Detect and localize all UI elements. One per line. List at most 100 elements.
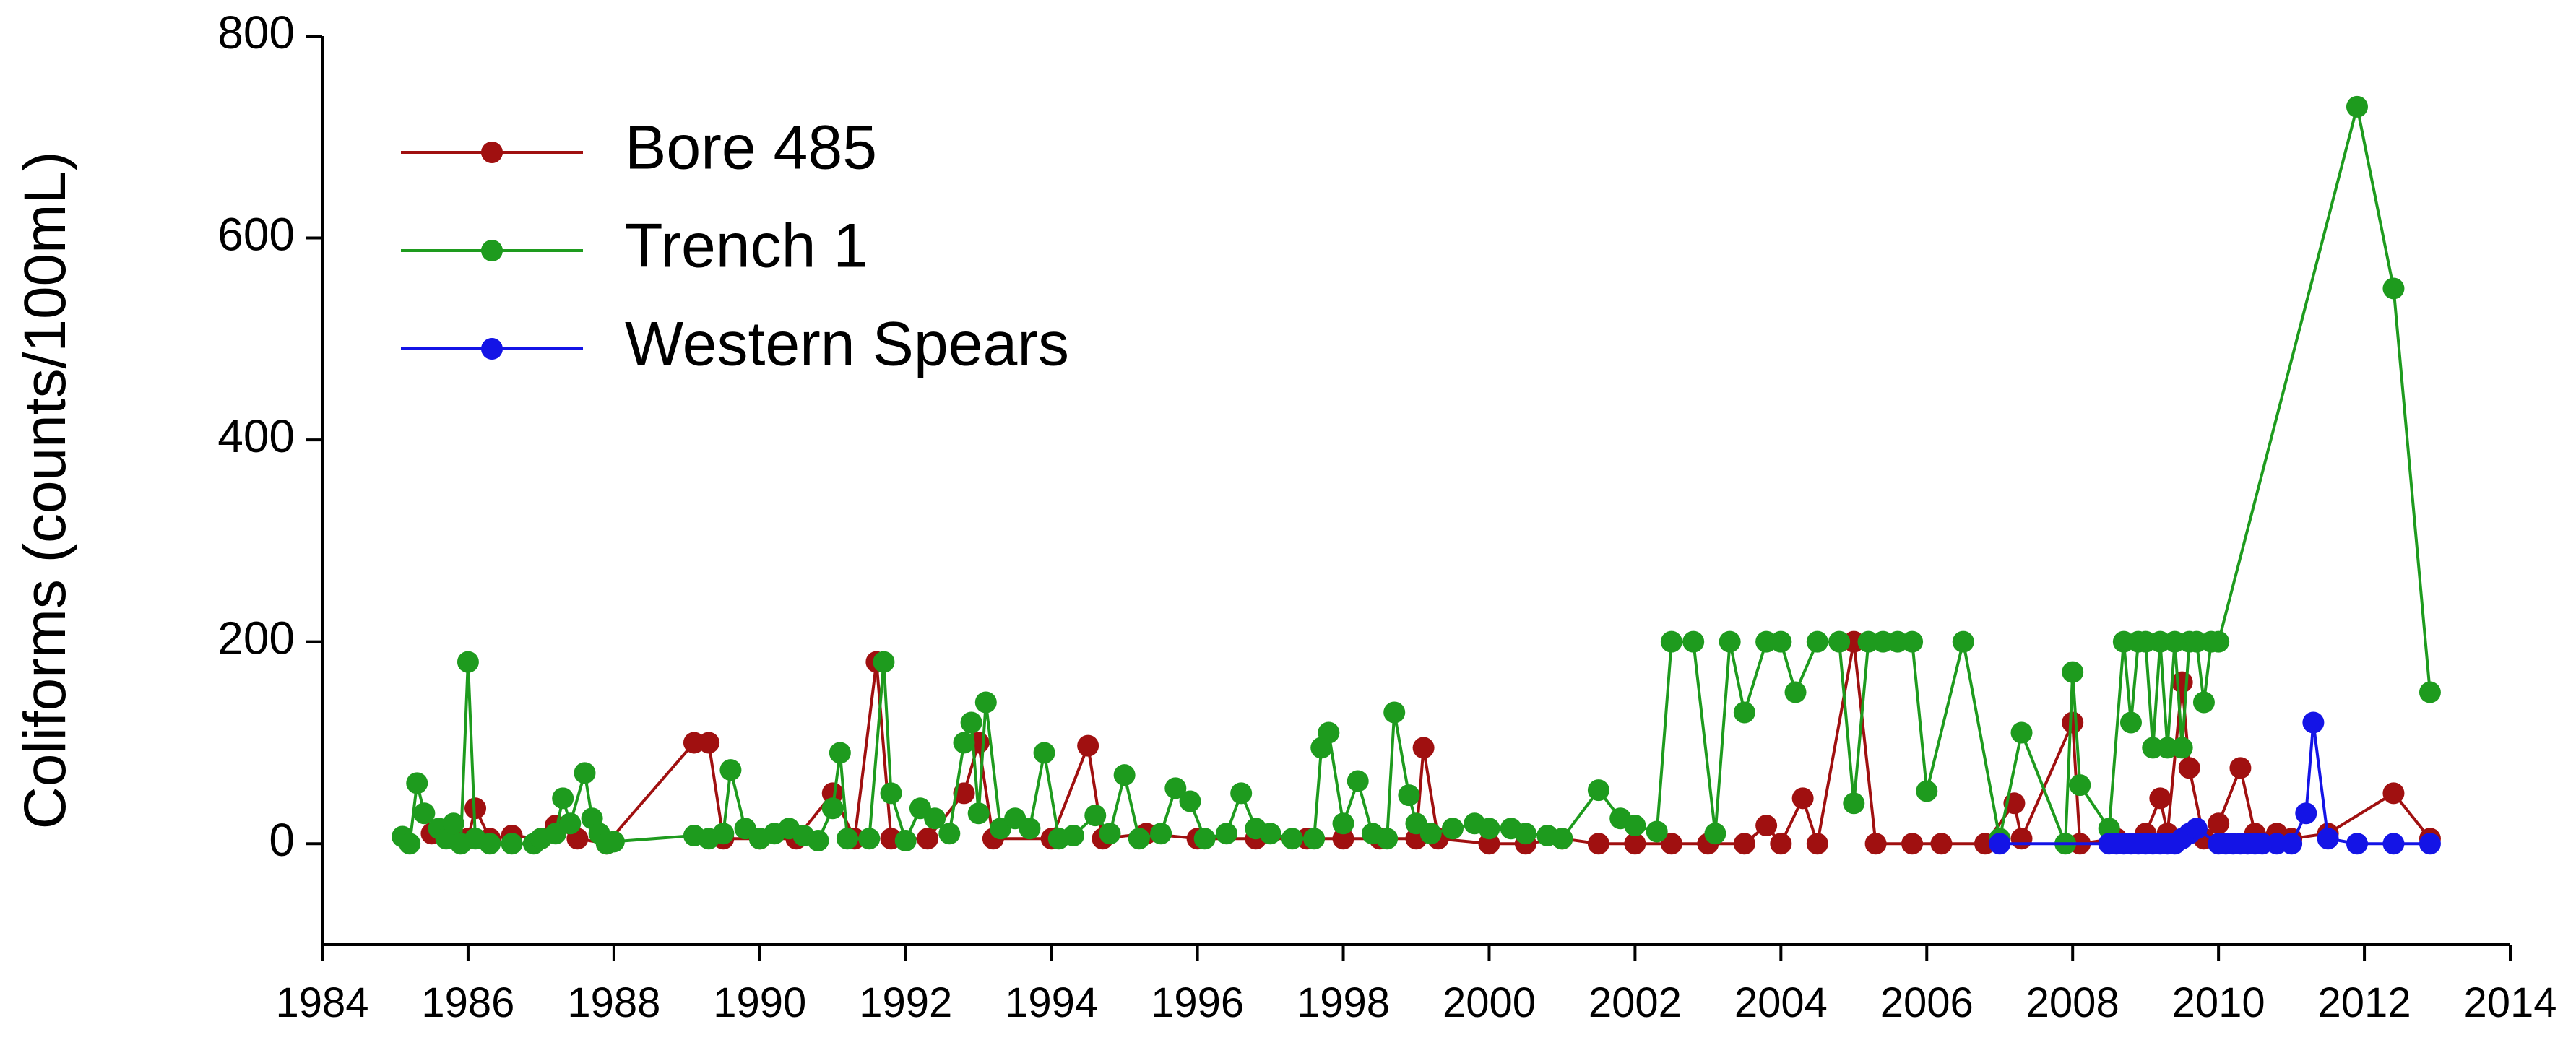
data-point xyxy=(1084,805,1107,827)
data-point xyxy=(1755,815,1778,837)
data-point xyxy=(2208,630,2230,653)
legend-marker xyxy=(481,240,503,261)
x-tick-label: 2004 xyxy=(1734,979,1828,1026)
legend-label: Bore 485 xyxy=(625,113,877,183)
data-point xyxy=(2295,802,2317,825)
data-point xyxy=(1230,782,1253,805)
data-point xyxy=(821,797,844,820)
data-point xyxy=(924,807,946,830)
data-point xyxy=(1113,764,1136,786)
x-tick-label: 1996 xyxy=(1151,979,1244,1026)
data-point xyxy=(967,802,990,825)
data-point xyxy=(2062,711,2084,734)
x-tick-label: 2002 xyxy=(1589,979,1682,1026)
legend-marker xyxy=(481,142,503,163)
data-point xyxy=(1660,833,1682,855)
data-point xyxy=(1179,790,1201,812)
data-point xyxy=(2171,737,2193,759)
data-point xyxy=(1033,742,1055,764)
x-tick-label: 1984 xyxy=(275,979,368,1026)
data-point xyxy=(1332,828,1354,850)
data-point xyxy=(1704,823,1726,845)
data-point xyxy=(836,828,858,850)
data-point xyxy=(894,830,917,852)
x-tick-label: 2012 xyxy=(2318,979,2411,1026)
data-point xyxy=(1806,630,1828,653)
data-point xyxy=(559,812,582,835)
data-point xyxy=(2010,721,2033,744)
data-point xyxy=(1733,833,1755,855)
data-point xyxy=(1376,828,1399,850)
data-point xyxy=(953,732,975,754)
data-point xyxy=(858,828,881,850)
data-point xyxy=(1099,823,1121,845)
data-point xyxy=(1514,823,1536,845)
data-point xyxy=(442,812,464,835)
x-tick-label: 2010 xyxy=(2172,979,2265,1026)
legend-label: Trench 1 xyxy=(625,212,868,281)
data-point xyxy=(2281,833,2303,855)
x-tick-label: 1992 xyxy=(859,979,952,1026)
data-point xyxy=(880,782,902,805)
data-point xyxy=(1478,818,1500,840)
data-point xyxy=(1164,777,1187,799)
data-point xyxy=(719,759,742,781)
data-point xyxy=(974,691,997,714)
legend-label: Western Spears xyxy=(625,310,1069,379)
data-point xyxy=(479,833,501,855)
data-point xyxy=(1215,823,1237,845)
data-point xyxy=(1901,833,1924,855)
legend-marker xyxy=(481,338,503,360)
x-tick-label: 1998 xyxy=(1297,979,1390,1026)
data-point xyxy=(2149,787,2171,810)
y-tick-label: 800 xyxy=(217,6,295,58)
x-tick-label: 2000 xyxy=(1443,979,1536,1026)
x-tick-label: 1988 xyxy=(567,979,660,1026)
data-point xyxy=(501,833,523,855)
data-point xyxy=(1930,833,1953,855)
data-point xyxy=(1478,833,1500,855)
data-point xyxy=(574,762,596,784)
data-point xyxy=(1791,787,1814,810)
x-tick-label: 1986 xyxy=(421,979,514,1026)
y-tick-label: 0 xyxy=(269,814,295,866)
data-point xyxy=(1587,833,1609,855)
data-point xyxy=(2069,774,2091,797)
data-point xyxy=(406,772,428,794)
data-point xyxy=(1193,828,1216,850)
data-point xyxy=(2192,691,2215,714)
data-point xyxy=(1587,779,1609,802)
data-point xyxy=(1828,630,1851,653)
data-point xyxy=(1419,823,1442,845)
data-point xyxy=(1398,784,1420,807)
data-point xyxy=(1806,833,1828,855)
data-point xyxy=(2317,828,2339,850)
data-point xyxy=(1624,815,1646,837)
x-tick-label: 1990 xyxy=(713,979,806,1026)
data-point xyxy=(1259,823,1281,845)
data-point xyxy=(1062,825,1084,847)
data-point xyxy=(552,787,574,810)
data-point xyxy=(2419,833,2441,855)
data-point xyxy=(1624,833,1646,855)
data-point xyxy=(2419,681,2441,703)
data-point xyxy=(413,802,436,825)
data-point xyxy=(457,651,479,673)
data-point xyxy=(1901,630,1924,653)
data-point xyxy=(2346,95,2368,118)
data-point xyxy=(1864,833,1887,855)
data-point xyxy=(2229,757,2252,779)
data-point xyxy=(1441,818,1464,840)
data-point xyxy=(2346,833,2368,855)
x-tick-label: 2014 xyxy=(2463,979,2556,1026)
data-point xyxy=(2382,782,2405,805)
data-point xyxy=(2185,818,2208,840)
data-point xyxy=(1347,770,1369,792)
data-point xyxy=(2119,711,2142,734)
x-tick-label: 2006 xyxy=(1880,979,1974,1026)
data-point xyxy=(712,823,735,845)
data-point xyxy=(1916,780,1938,802)
data-point xyxy=(821,782,844,805)
